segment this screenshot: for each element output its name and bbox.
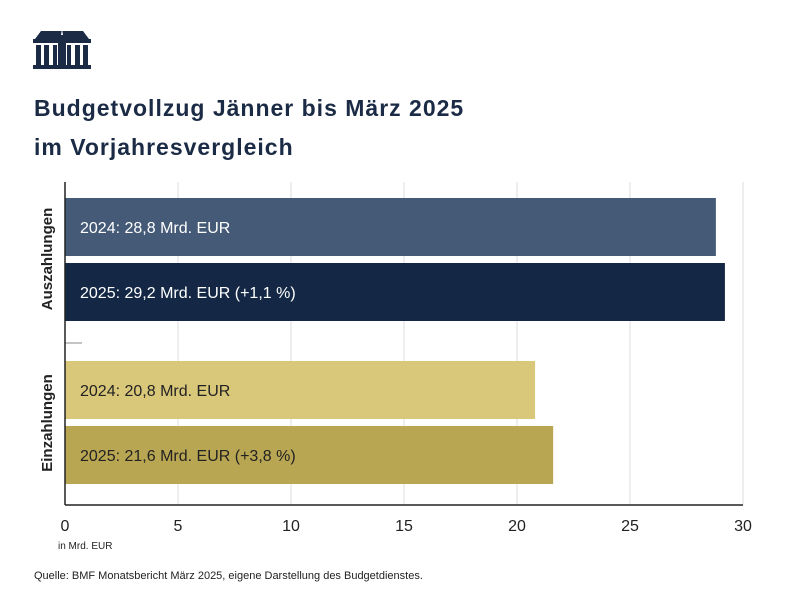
bar-data-label: 2024: 28,8 Mrd. EUR	[80, 220, 230, 237]
bar	[65, 263, 725, 321]
bar	[65, 198, 716, 256]
chart-title-line1: Budgetvollzug Jänner bis März 2025	[34, 95, 465, 121]
bar-data-label: 2025: 21,6 Mrd. EUR (+3,8 %)	[80, 448, 296, 465]
x-tick-label: 0	[61, 518, 70, 535]
category-label: Auszahlungen	[39, 208, 56, 311]
bar	[65, 361, 536, 419]
parliament-logo-icon	[33, 29, 91, 69]
bar-data-label: 2024: 20,8 Mrd. EUR	[80, 383, 230, 400]
source-note: Quelle: BMF Monatsbericht März 2025, eig…	[34, 570, 423, 582]
x-tick-label: 15	[395, 518, 413, 535]
x-tick-label: 30	[734, 518, 752, 535]
x-tick-label: 25	[621, 518, 639, 535]
x-tick-label: 20	[508, 518, 526, 535]
category-label: Einzahlungen	[39, 374, 56, 472]
bar	[65, 426, 554, 484]
chart-title-line2: im Vorjahresvergleich	[34, 134, 294, 160]
bar-data-label: 2025: 29,2 Mrd. EUR (+1,1 %)	[80, 285, 296, 302]
x-tick-label: 5	[174, 518, 183, 535]
x-axis-label: in Mrd. EUR	[58, 541, 112, 552]
x-tick-label: 10	[282, 518, 300, 535]
